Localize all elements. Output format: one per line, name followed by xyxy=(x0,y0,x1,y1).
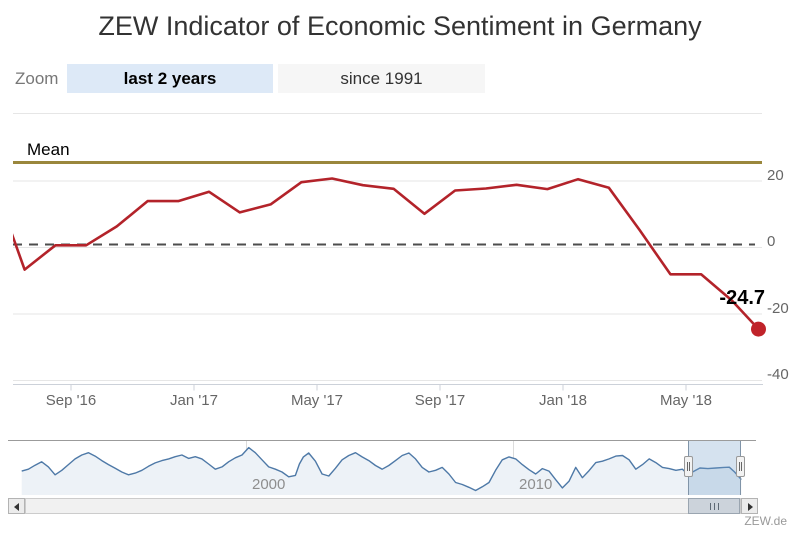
last-point-marker xyxy=(751,321,766,337)
last-point-data-label: -24.7 xyxy=(719,287,765,309)
x-axis-label: Sep '16 xyxy=(45,392,97,409)
scrollbar-thumb[interactable] xyxy=(688,498,740,514)
navigator-series-line xyxy=(21,446,742,492)
mean-plotline-label: Mean xyxy=(27,140,70,159)
credits-link[interactable]: ZEW.de xyxy=(744,514,787,528)
chart-title: ZEW Indicator of Economic Sentiment in G… xyxy=(98,11,702,41)
x-axis-label: May '18 xyxy=(659,392,713,409)
navigator-handle-left[interactable] xyxy=(684,456,693,477)
scrollbar-track[interactable] xyxy=(25,498,741,514)
x-axis-label: Jan '18 xyxy=(539,392,587,409)
x-axis-label: Sep '17 xyxy=(414,392,466,409)
navigator-handle-right[interactable] xyxy=(736,456,745,477)
zoom-range-label: Zoom xyxy=(15,69,59,88)
zoom-button-last-2-years[interactable]: last 2 years xyxy=(67,64,273,93)
navigator-year-label: 2010 xyxy=(519,476,553,493)
zoom-button-since-1991[interactable]: since 1991 xyxy=(278,64,485,93)
arrow-right-icon xyxy=(748,503,753,511)
y-axis-label: 0 xyxy=(767,233,776,250)
sentiment-series-line xyxy=(13,177,760,331)
arrow-left-icon xyxy=(14,503,19,511)
y-axis-label: -40 xyxy=(767,366,789,383)
navigator-selected-range[interactable] xyxy=(688,441,740,495)
navigator-year-label: 2000 xyxy=(252,476,286,493)
y-axis-label: 20 xyxy=(767,166,784,184)
x-axis-label: May '17 xyxy=(290,392,344,409)
x-axis-label: Jan '17 xyxy=(170,392,218,409)
y-axis-label: -20 xyxy=(767,299,789,317)
scrollbar-left-arrow-button[interactable] xyxy=(8,498,25,514)
scrollbar-right-arrow-button[interactable] xyxy=(741,498,758,514)
